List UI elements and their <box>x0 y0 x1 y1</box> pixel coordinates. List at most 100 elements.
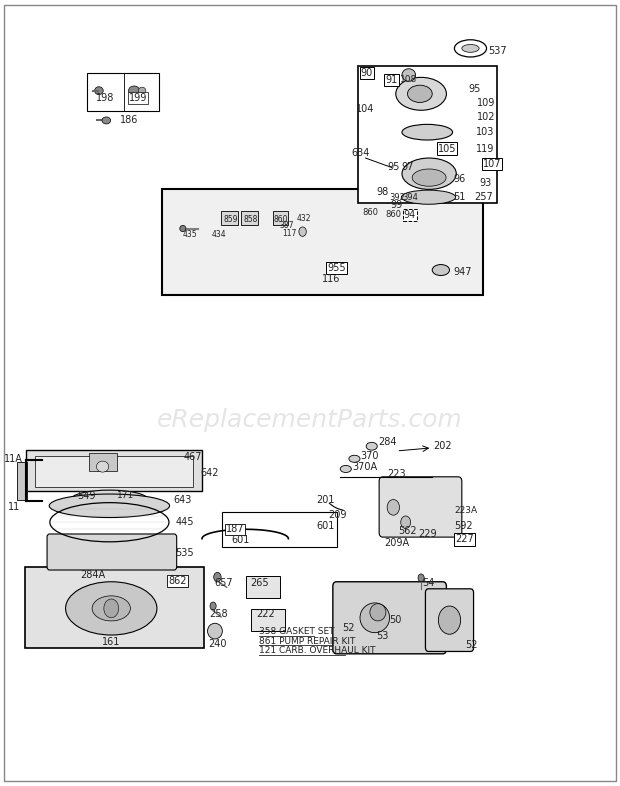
Ellipse shape <box>214 572 221 582</box>
Text: 601: 601 <box>232 535 250 545</box>
Text: 11A: 11A <box>4 454 23 464</box>
Text: 222: 222 <box>256 609 275 619</box>
Text: 537: 537 <box>488 46 507 56</box>
Text: 657: 657 <box>215 578 233 588</box>
Ellipse shape <box>432 265 450 276</box>
Bar <box>17 462 27 500</box>
Text: 54: 54 <box>422 578 435 588</box>
Text: 52: 52 <box>466 641 478 650</box>
Text: 392: 392 <box>390 193 405 202</box>
Text: 370: 370 <box>361 451 379 461</box>
Text: 209A: 209A <box>384 538 409 549</box>
FancyBboxPatch shape <box>223 512 337 546</box>
FancyBboxPatch shape <box>379 477 462 537</box>
Ellipse shape <box>210 602 216 610</box>
Text: 104: 104 <box>356 104 374 114</box>
Ellipse shape <box>412 169 446 186</box>
Text: 109: 109 <box>477 98 495 108</box>
Text: 240: 240 <box>208 639 227 648</box>
Text: 99: 99 <box>390 200 402 210</box>
Text: 947: 947 <box>453 266 472 277</box>
Text: 229: 229 <box>418 529 436 539</box>
Text: 94: 94 <box>404 210 416 220</box>
Ellipse shape <box>349 455 360 462</box>
Text: 198: 198 <box>96 93 114 103</box>
Text: 257: 257 <box>475 193 494 202</box>
Text: 562: 562 <box>398 526 417 536</box>
FancyBboxPatch shape <box>425 589 474 652</box>
Text: 209: 209 <box>329 510 347 520</box>
Text: 91: 91 <box>385 75 397 85</box>
FancyBboxPatch shape <box>250 609 285 631</box>
Text: 860: 860 <box>363 208 378 218</box>
Text: 642: 642 <box>200 468 219 478</box>
Text: 107: 107 <box>483 160 502 169</box>
Ellipse shape <box>462 45 479 53</box>
Text: 187: 187 <box>226 524 244 534</box>
Circle shape <box>438 606 461 634</box>
Text: 95: 95 <box>388 162 400 171</box>
Text: 370A: 370A <box>352 462 377 472</box>
Text: 284A: 284A <box>80 570 105 580</box>
FancyBboxPatch shape <box>246 576 280 598</box>
FancyBboxPatch shape <box>26 450 202 491</box>
Text: 445: 445 <box>175 517 194 527</box>
Text: 284: 284 <box>378 437 396 447</box>
Text: 102: 102 <box>477 112 496 123</box>
Ellipse shape <box>180 226 186 232</box>
Circle shape <box>387 500 399 515</box>
FancyBboxPatch shape <box>87 73 159 111</box>
Bar <box>89 453 117 472</box>
Text: eReplacementParts.com: eReplacementParts.com <box>157 409 463 432</box>
Text: 90: 90 <box>361 68 373 79</box>
Text: 861 PUMP REPAIR KIT: 861 PUMP REPAIR KIT <box>259 637 356 646</box>
Text: 643: 643 <box>173 494 192 505</box>
Circle shape <box>104 599 118 618</box>
Bar <box>241 211 258 226</box>
Text: 93: 93 <box>479 178 492 188</box>
Ellipse shape <box>138 87 146 94</box>
FancyBboxPatch shape <box>35 456 193 487</box>
Text: 98: 98 <box>377 187 389 196</box>
Text: 199: 199 <box>129 93 148 103</box>
Ellipse shape <box>92 596 130 621</box>
Text: 53: 53 <box>376 631 389 641</box>
Text: 223A: 223A <box>454 506 477 515</box>
Ellipse shape <box>128 86 140 95</box>
Ellipse shape <box>49 494 170 517</box>
FancyBboxPatch shape <box>25 567 204 648</box>
Text: 858: 858 <box>244 215 258 224</box>
Text: 171: 171 <box>117 491 135 500</box>
Ellipse shape <box>208 623 223 639</box>
Text: 227: 227 <box>455 534 474 545</box>
Text: 467: 467 <box>184 452 202 462</box>
Text: 358 GASKET SET: 358 GASKET SET <box>259 627 335 637</box>
Ellipse shape <box>95 86 104 94</box>
Circle shape <box>401 516 410 528</box>
Text: 96: 96 <box>453 174 466 184</box>
Text: 108: 108 <box>400 75 417 84</box>
FancyBboxPatch shape <box>47 534 177 570</box>
Ellipse shape <box>396 77 446 110</box>
Text: 592: 592 <box>454 521 473 531</box>
Ellipse shape <box>407 85 432 102</box>
Text: 119: 119 <box>476 144 495 153</box>
Text: 535: 535 <box>175 548 194 558</box>
Ellipse shape <box>402 158 456 189</box>
Text: 116: 116 <box>322 274 340 284</box>
Text: 201: 201 <box>316 494 335 505</box>
Bar <box>273 211 288 226</box>
FancyBboxPatch shape <box>333 582 446 654</box>
Bar <box>221 211 239 226</box>
Text: 186: 186 <box>120 116 138 126</box>
Text: 955: 955 <box>327 263 346 273</box>
Text: 95: 95 <box>469 84 481 94</box>
Text: 859: 859 <box>224 215 238 224</box>
Ellipse shape <box>370 604 386 621</box>
Text: 860: 860 <box>273 215 288 224</box>
Text: 52: 52 <box>342 623 355 633</box>
Text: 105: 105 <box>438 144 456 153</box>
Ellipse shape <box>340 465 352 472</box>
Ellipse shape <box>366 443 378 450</box>
Text: 435: 435 <box>182 230 197 238</box>
